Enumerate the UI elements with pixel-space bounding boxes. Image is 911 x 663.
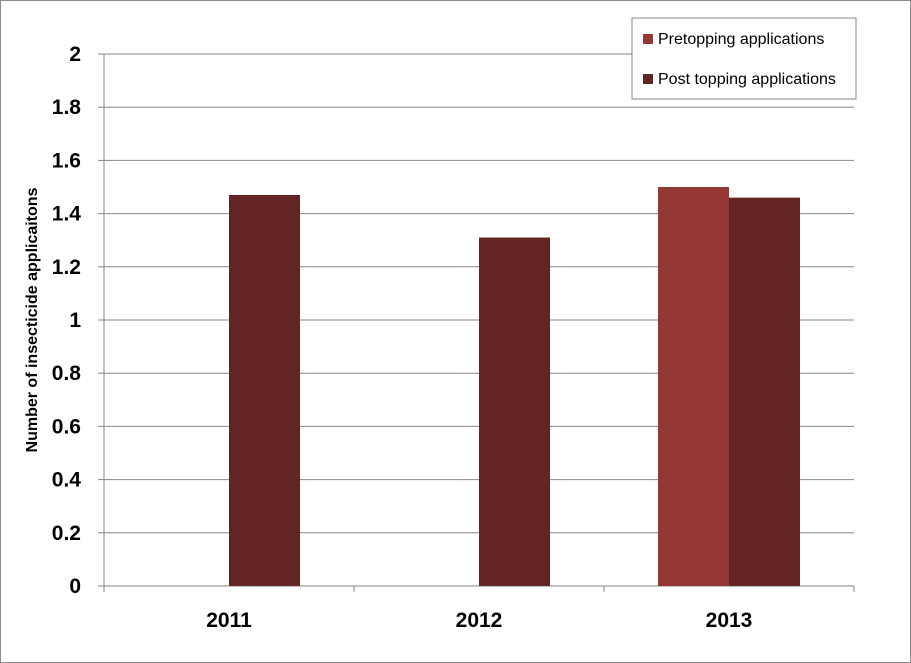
y-tick-label: 1.2	[52, 256, 81, 279]
y-tick-label: 1.8	[52, 96, 82, 119]
bar-post-topping-2013	[729, 197, 800, 586]
bar-pretopping-2013	[658, 187, 729, 586]
bar-post-topping-2012	[479, 237, 550, 587]
y-axis-label: Number of insecticide applicaitons	[24, 187, 41, 452]
bars	[229, 187, 800, 587]
y-tick-label: 1.4	[52, 203, 82, 226]
x-tick-label: 2011	[206, 609, 252, 632]
y-tick-label: 2	[69, 43, 81, 66]
y-tick-label: 0.8	[52, 362, 82, 385]
legend-swatch-pretopping	[643, 34, 653, 44]
legend-label-pretopping: Pretopping applications	[658, 31, 824, 48]
y-tick-label: 0	[69, 575, 81, 598]
legend-swatch-post-topping	[643, 74, 653, 84]
y-tick-label: 0.2	[52, 522, 81, 545]
legend-box	[631, 17, 857, 100]
y-tick-labels: 0 0.2 0.4 0.6 0.8 1 1.2 1.4 1.6 1.8 2	[52, 43, 82, 598]
legend-label-post-topping: Post topping applications	[658, 71, 836, 88]
x-tick-label: 2013	[706, 609, 753, 632]
x-tick-marks	[103, 586, 855, 592]
y-tick-label: 1.6	[52, 149, 81, 172]
y-tick-label: 0.6	[52, 415, 81, 438]
x-tick-label: 2012	[456, 609, 503, 632]
y-tick-label: 0.4	[52, 469, 82, 492]
legend: Pretopping applications Post topping app…	[631, 17, 857, 100]
x-tick-labels: 2011 2012 2013	[206, 609, 752, 632]
y-tick-label: 1	[69, 309, 81, 332]
bar-post-topping-2011	[229, 194, 300, 587]
